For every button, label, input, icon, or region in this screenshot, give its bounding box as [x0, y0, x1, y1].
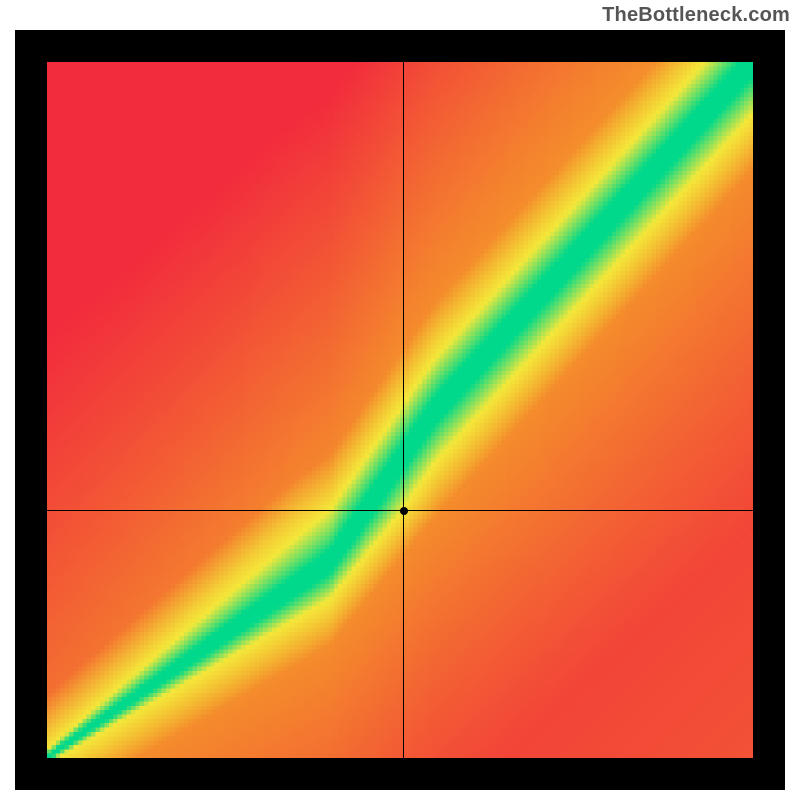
chart-inner-area: [47, 62, 753, 758]
heatmap-canvas: [47, 62, 753, 758]
page: TheBottleneck.com: [0, 0, 800, 800]
data-point: [400, 507, 408, 515]
watermark-text: TheBottleneck.com: [602, 4, 790, 27]
chart-frame: [15, 30, 785, 790]
crosshair-vertical: [403, 62, 404, 758]
